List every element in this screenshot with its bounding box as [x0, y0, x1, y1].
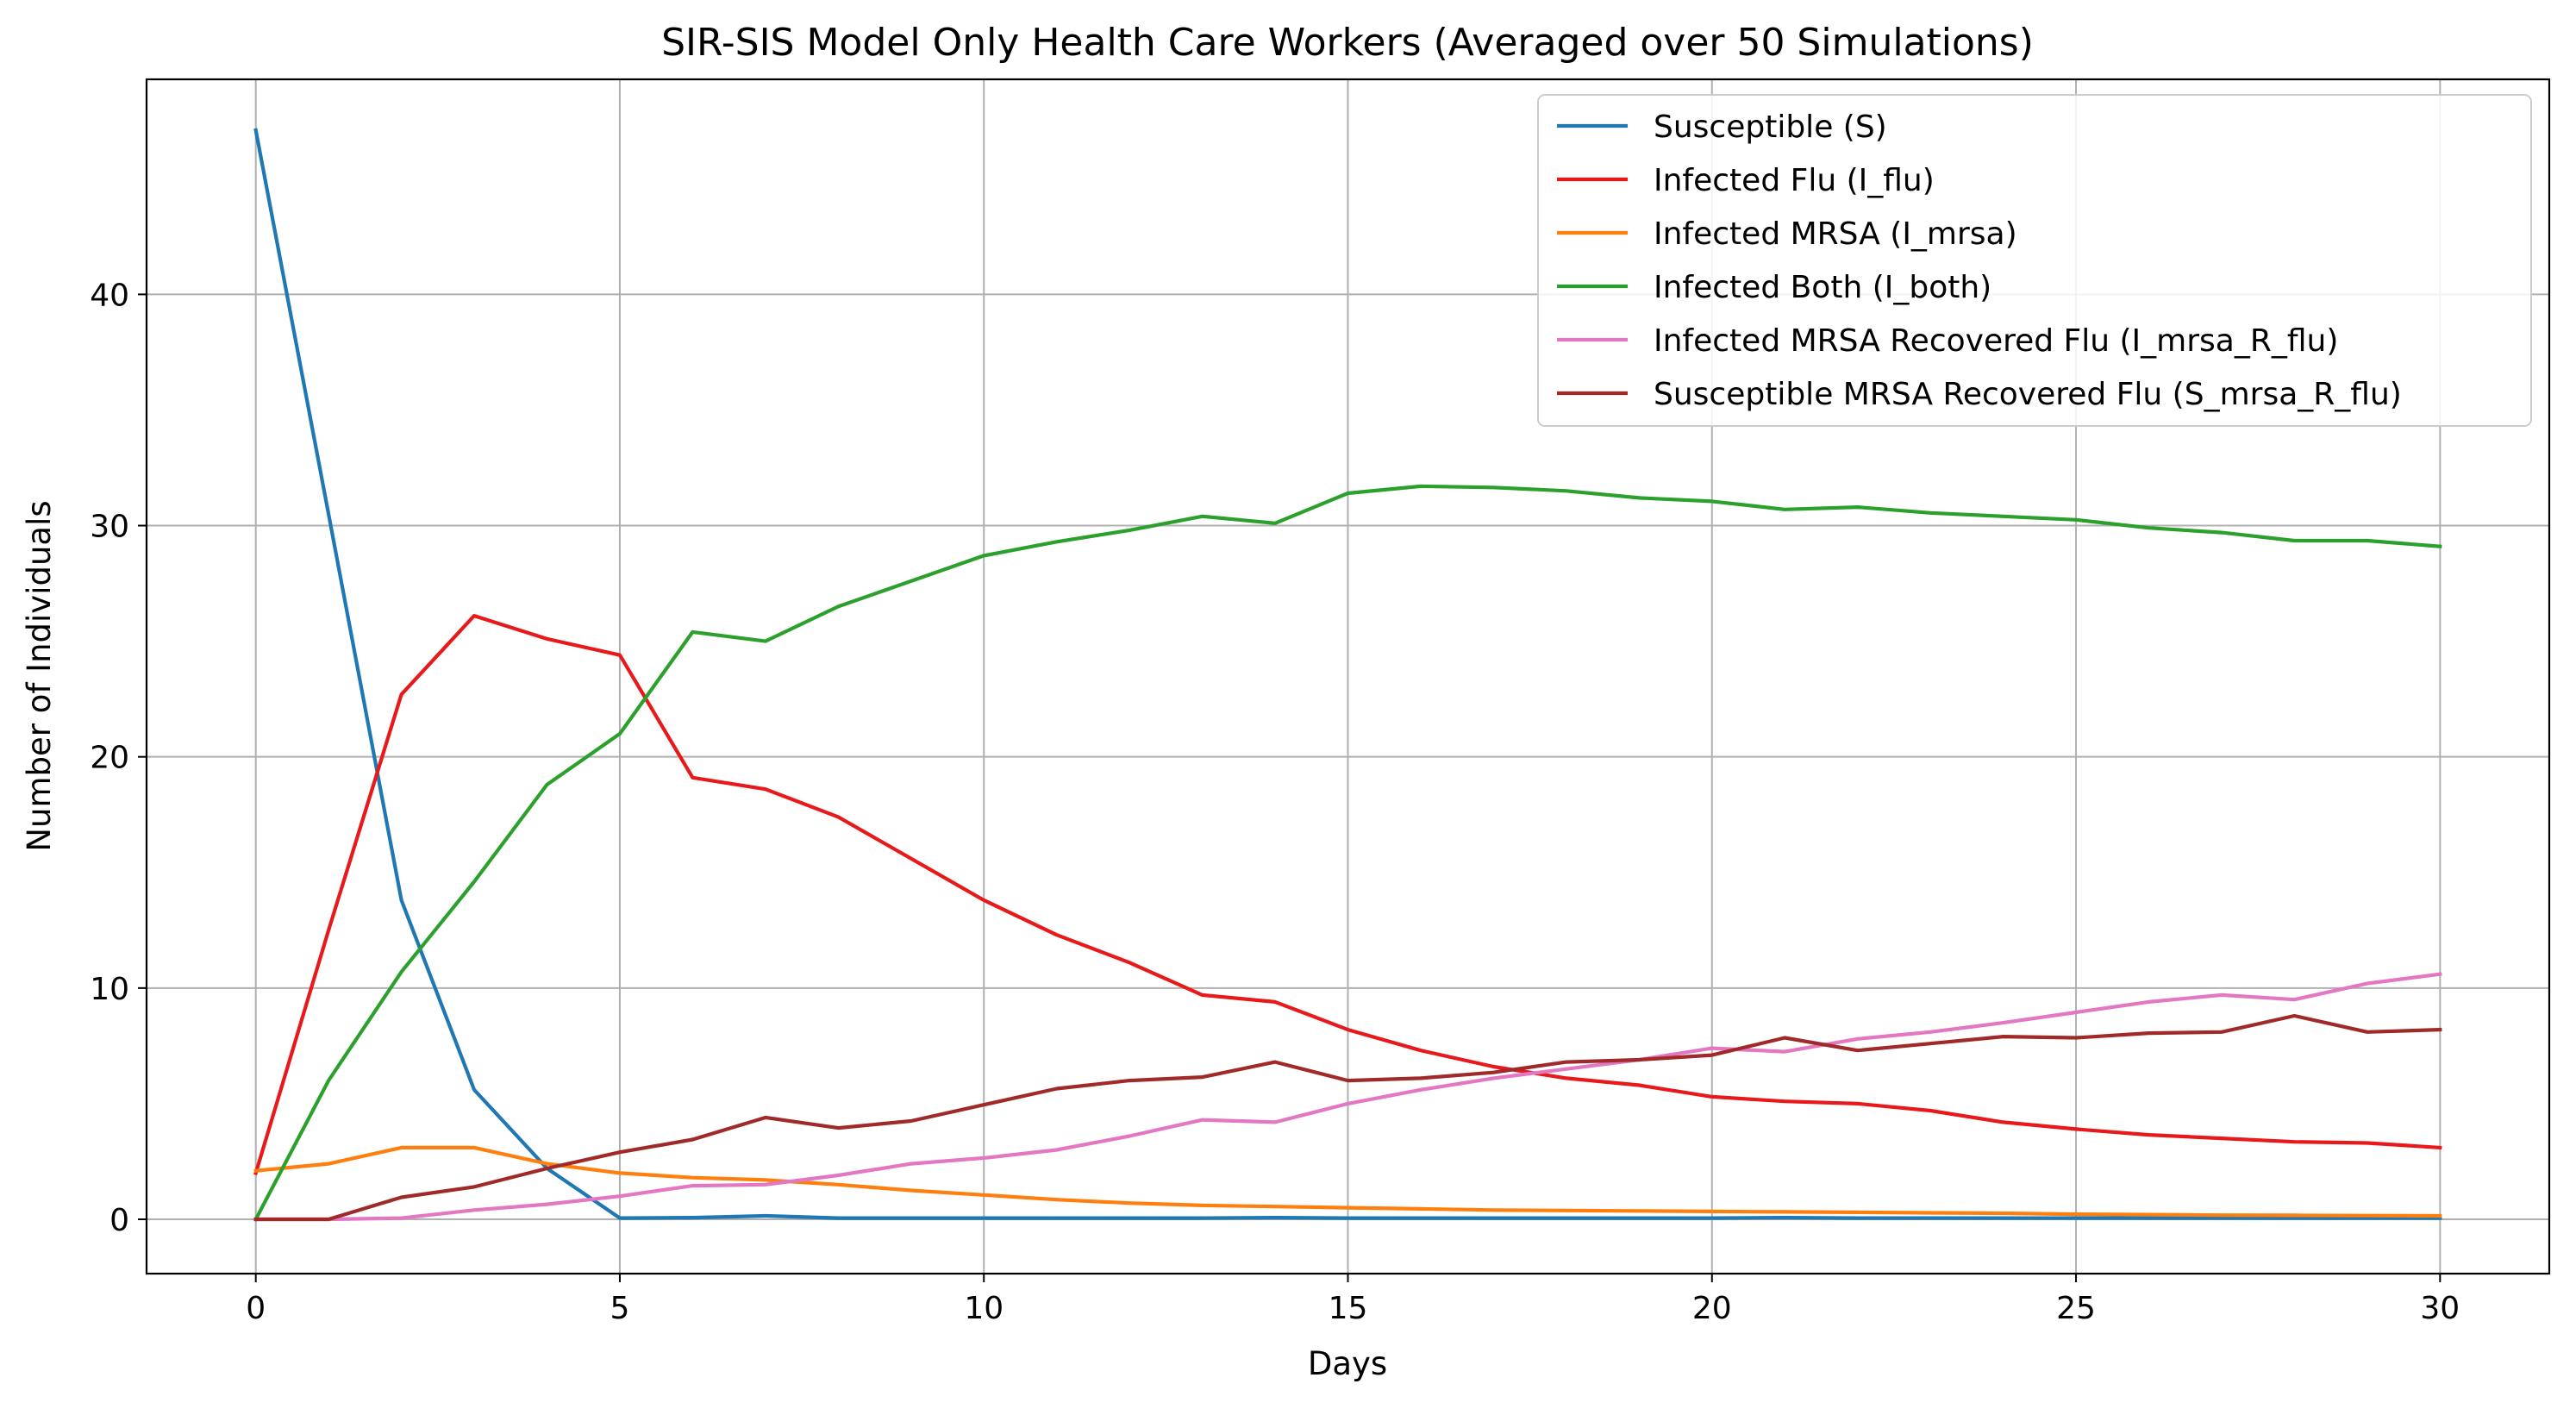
series-line-2	[253, 1145, 2442, 1218]
y-tick-label: 0	[109, 1203, 129, 1238]
series-line-4	[253, 972, 2442, 1222]
legend-label: Infected MRSA (I_mrsa)	[1654, 216, 2017, 252]
y-tick-label: 20	[90, 741, 129, 776]
x-axis-title: Days	[1308, 1345, 1387, 1382]
x-tick-label: 10	[964, 1291, 1004, 1326]
series-line-3	[253, 484, 2442, 1222]
x-tick-label: 30	[2420, 1291, 2460, 1326]
legend-label: Susceptible MRSA Recovered Flu (S_mrsa_R…	[1654, 377, 2402, 412]
y-tick-label: 30	[90, 510, 129, 545]
legend-label: Infected Flu (I_flu)	[1654, 163, 1935, 198]
y-axis-title: Number of Individuals	[21, 500, 58, 851]
legend-box	[1537, 94, 2532, 427]
y-tick-label: 40	[90, 278, 129, 313]
x-tick-label: 5	[610, 1291, 630, 1326]
chart-title: SIR-SIS Model Only Health Care Workers (…	[661, 21, 2034, 65]
legend-label: Susceptible (S)	[1654, 110, 1887, 145]
legend-label: Infected MRSA Recovered Flu (I_mrsa_R_fl…	[1654, 323, 2338, 359]
legend: Susceptible (S) Infected Flu (I_flu) Infec…	[1537, 94, 2532, 427]
series-line-5	[253, 1013, 2442, 1222]
legend-label: Infected Both (I_both)	[1654, 270, 1991, 305]
x-tick-label: 0	[246, 1291, 266, 1326]
series-line-0	[253, 128, 2442, 1220]
axis-ticks: 0 5 10 15 20 25 30 0 10 20 30 40	[90, 278, 2460, 1326]
y-tick-label: 10	[90, 972, 129, 1007]
x-tick-label: 25	[2056, 1291, 2096, 1326]
x-tick-label: 20	[1692, 1291, 1732, 1326]
grid-lines	[147, 79, 2549, 1274]
x-tick-label: 15	[1329, 1291, 1368, 1326]
series-line-1	[253, 613, 2442, 1176]
series-lines	[253, 128, 2442, 1222]
